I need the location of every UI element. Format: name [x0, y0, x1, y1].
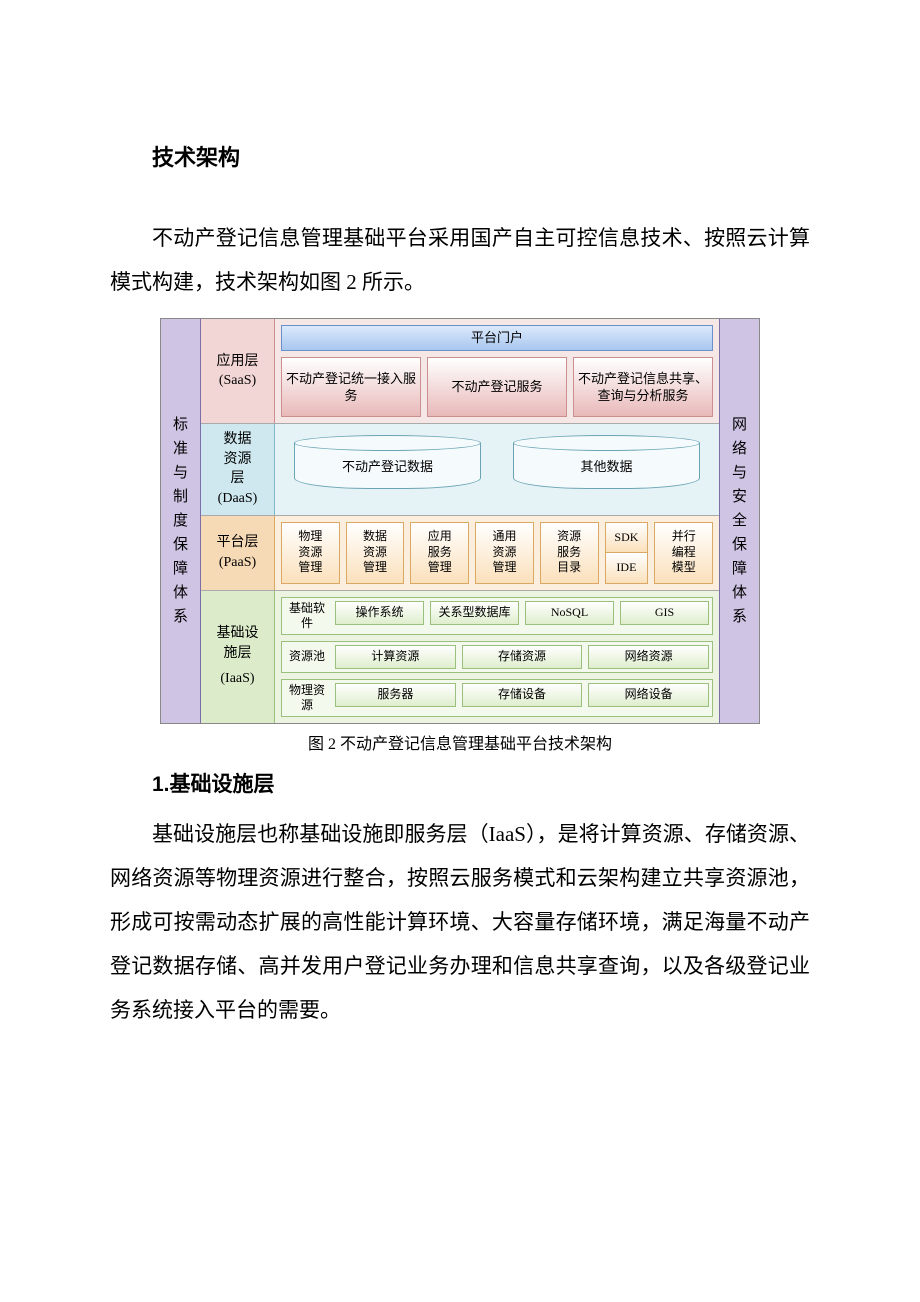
iaas-item-box: GIS [620, 601, 709, 625]
right-pillar: 网络与安全保障体系 [719, 319, 759, 722]
saas-portal-box: 平台门户 [281, 325, 713, 351]
iaas-item-box: 计算资源 [335, 645, 456, 669]
iaas-item-box: 网络设备 [588, 683, 709, 707]
iaas-item-box: 网络资源 [588, 645, 709, 669]
paas-label-line1: 平台层 [217, 533, 259, 553]
paas-item-box: 物理资源管理 [281, 522, 340, 584]
saas-apps-row: 不动产登记统一接入服务不动产登记服务不动产登记信息共享、查询与分析服务 [281, 357, 713, 417]
subsection-paragraph: 基础设施层也称基础设施即服务层（IaaS），是将计算资源、存储资源、网络资源等物… [110, 812, 810, 1032]
iaas-subrow: 资源池计算资源存储资源网络资源 [281, 641, 713, 673]
iaas-item-box: 服务器 [335, 683, 456, 707]
iaas-label: 基础设 施层 (IaaS) [201, 591, 275, 723]
iaas-sublabel: 基础软件 [285, 601, 329, 631]
iaas-sublabel: 物理资源 [285, 683, 329, 713]
paas-item-box: 并行编程模型 [654, 522, 713, 584]
daas-cylinders-row: 不动产登记数据 其他数据 [281, 430, 713, 492]
left-pillar-text: 标准与制度保障体系 [173, 413, 188, 629]
daas-label-line1: 数据 [218, 430, 258, 450]
subsection-title: 1.基础设施层 [110, 768, 810, 798]
iaas-subrow: 物理资源服务器存储设备网络设备 [281, 679, 713, 717]
iaas-item-box: 关系型数据库 [430, 601, 519, 625]
paas-item-box: 数据资源管理 [346, 522, 405, 584]
daas-label: 数据 资源 层 (DaaS) [201, 424, 275, 514]
daas-label-line2: 资源 [218, 450, 258, 470]
right-pillar-text: 网络与安全保障体系 [732, 413, 747, 629]
paas-items-row: 物理资源管理数据资源管理应用服务管理通用资源管理资源服务目录SDKIDE并行编程… [281, 522, 713, 584]
iaas-label-line2: 施层 [217, 644, 259, 664]
layer-paas: 平台层 (PaaS) 物理资源管理数据资源管理应用服务管理通用资源管理资源服务目… [201, 515, 719, 590]
daas-label-line4: (DaaS) [218, 489, 258, 509]
iaas-sublabel: 资源池 [285, 645, 329, 669]
iaas-label-line3: (IaaS) [217, 669, 259, 689]
iaas-subrow: 基础软件操作系统关系型数据库NoSQLGIS [281, 597, 713, 635]
architecture-diagram: 标准与制度保障体系 应用层 (SaaS) 平台门户 不 [160, 318, 760, 723]
layer-stack: 应用层 (SaaS) 平台门户 不动产登记统一接入服务不动产登记服务不动产登记信… [201, 319, 719, 722]
iaas-body: 基础软件操作系统关系型数据库NoSQLGIS资源池计算资源存储资源网络资源物理资… [275, 591, 719, 723]
daas-label-line3: 层 [218, 469, 258, 489]
saas-label-line1: 应用层 [217, 352, 259, 372]
layer-saas: 应用层 (SaaS) 平台门户 不动产登记统一接入服务不动产登记服务不动产登记信… [201, 319, 719, 423]
intro-paragraph: 不动产登记信息管理基础平台采用国产自主可控信息技术、按照云计算模式构建，技术架构… [110, 216, 810, 304]
saas-app-box: 不动产登记信息共享、查询与分析服务 [573, 357, 713, 417]
iaas-items: 计算资源存储资源网络资源 [335, 645, 709, 669]
figure-caption: 图 2 不动产登记信息管理基础平台技术架构 [160, 730, 760, 754]
paas-item-box: 通用资源管理 [475, 522, 534, 584]
daas-body: 不动产登记数据 其他数据 [275, 424, 719, 514]
paas-item-box: 应用服务管理 [410, 522, 469, 584]
paas-body: 物理资源管理数据资源管理应用服务管理通用资源管理资源服务目录SDKIDE并行编程… [275, 516, 719, 590]
document-page: 技术架构 不动产登记信息管理基础平台采用国产自主可控信息技术、按照云计算模式构建… [0, 0, 920, 1132]
layer-daas: 数据 资源 层 (DaaS) 不动产登记数据 其他数据 [201, 423, 719, 514]
daas-cylinder-label: 不动产登记数据 [342, 456, 433, 475]
iaas-label-line1: 基础设 [217, 624, 259, 644]
saas-body: 平台门户 不动产登记统一接入服务不动产登记服务不动产登记信息共享、查询与分析服务 [275, 319, 719, 423]
paas-mini-box: IDE [605, 553, 649, 584]
daas-cylinder-label: 其他数据 [580, 456, 632, 475]
saas-app-box: 不动产登记统一接入服务 [281, 357, 421, 417]
daas-cylinder: 不动产登记数据 [281, 440, 494, 492]
iaas-item-box: 存储资源 [462, 645, 583, 669]
saas-label-line2: (SaaS) [217, 371, 259, 391]
iaas-item-box: 操作系统 [335, 601, 424, 625]
layer-iaas: 基础设 施层 (IaaS) 基础软件操作系统关系型数据库NoSQLGIS资源池计… [201, 590, 719, 723]
paas-label-line2: (PaaS) [217, 553, 259, 573]
daas-cylinder: 其他数据 [500, 440, 713, 492]
saas-label: 应用层 (SaaS) [201, 319, 275, 423]
paas-item-box: 资源服务目录 [540, 522, 599, 584]
iaas-items: 服务器存储设备网络设备 [335, 683, 709, 713]
section-title: 技术架构 [110, 140, 810, 172]
iaas-item-box: NoSQL [525, 601, 614, 625]
saas-app-box: 不动产登记服务 [427, 357, 567, 417]
paas-mini-box: SDK [605, 522, 649, 554]
left-pillar: 标准与制度保障体系 [161, 319, 201, 722]
paas-sdk-ide-stack: SDKIDE [605, 522, 649, 584]
iaas-item-box: 存储设备 [462, 683, 583, 707]
iaas-items: 操作系统关系型数据库NoSQLGIS [335, 601, 709, 631]
paas-label: 平台层 (PaaS) [201, 516, 275, 590]
architecture-figure: 标准与制度保障体系 应用层 (SaaS) 平台门户 不 [160, 318, 760, 753]
